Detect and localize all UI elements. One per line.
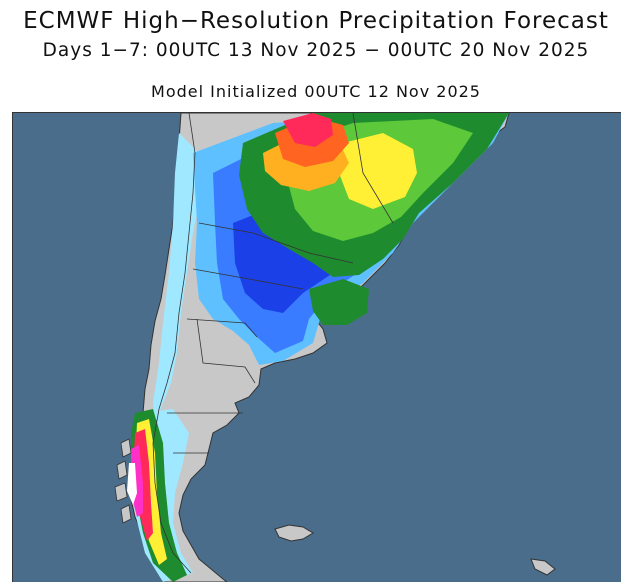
precip-white-patagonia	[127, 463, 137, 505]
south-georgia-island	[530, 558, 556, 576]
falkland-islands	[274, 524, 314, 542]
chile-fjord-islands	[114, 438, 132, 524]
precip-light-west	[153, 133, 201, 423]
precip-magenta-ne	[283, 113, 333, 147]
precip-green-uruguay	[309, 279, 369, 325]
map-title: ECMWF High−Resolution Precipitation Fore…	[23, 8, 609, 34]
precipitation-map	[12, 112, 621, 582]
forecast-period: Days 1−7: 00UTC 13 Nov 2025 − 00UTC 20 N…	[42, 40, 590, 61]
model-initialized-line: Model Initialized 00UTC 12 Nov 2025	[151, 82, 481, 101]
map-canvas	[13, 113, 621, 582]
political-borders	[152, 113, 394, 574]
precip-yellow-ne	[339, 133, 417, 209]
